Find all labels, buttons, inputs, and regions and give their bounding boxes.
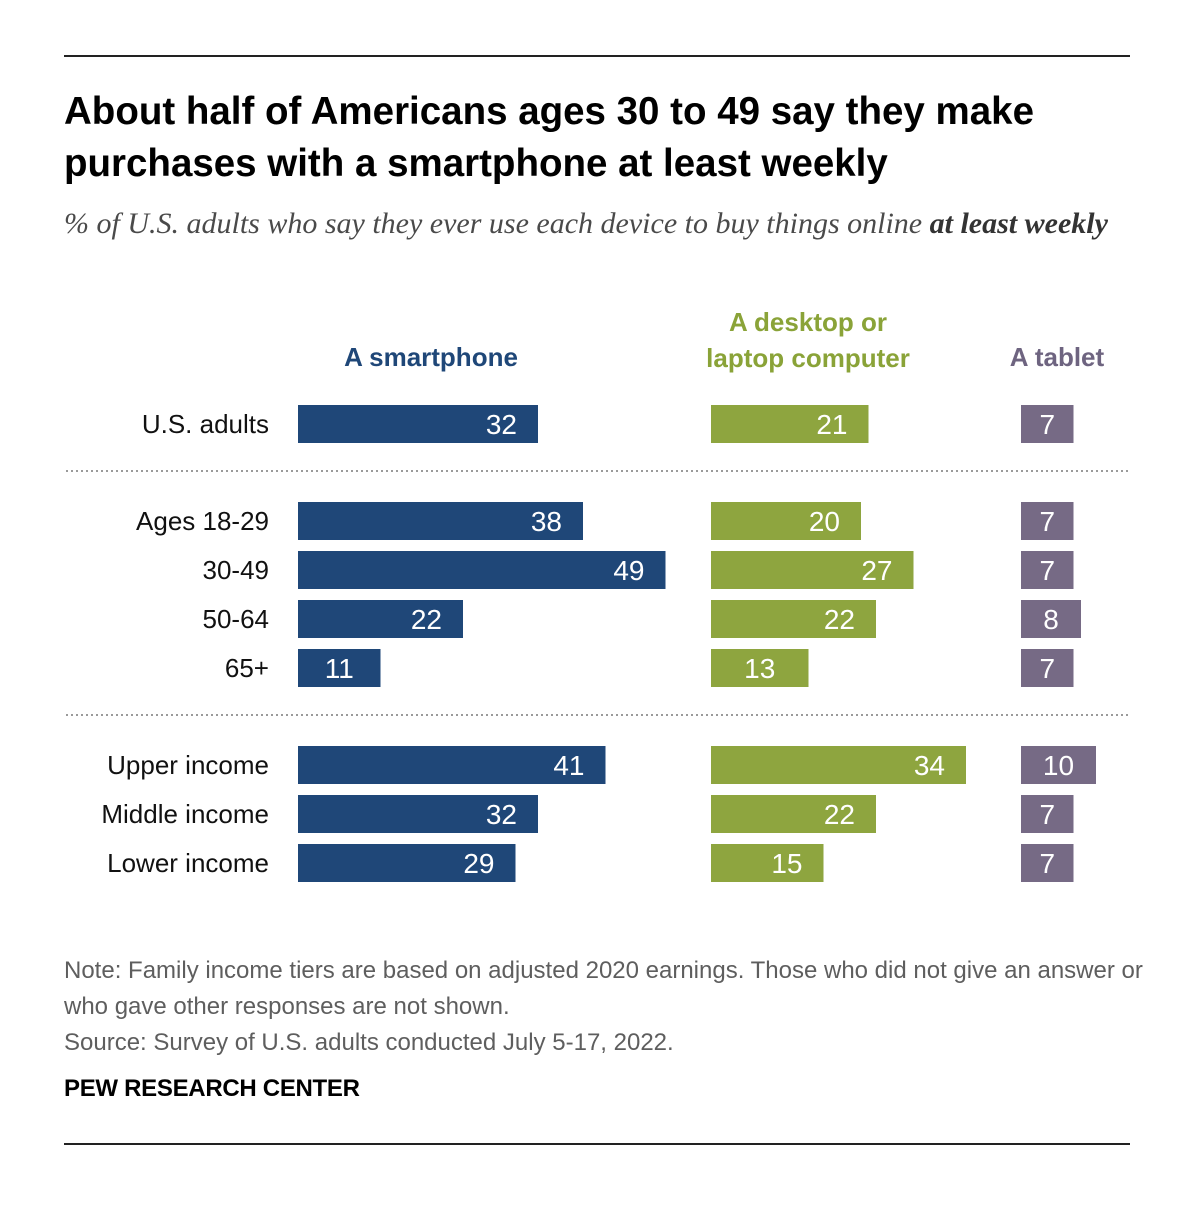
category-label: Upper income (107, 750, 269, 780)
data-label-smartphone: 29 (463, 848, 494, 879)
bar-smartphone (298, 649, 381, 687)
top-rule (64, 55, 1130, 57)
bar-smartphone (298, 795, 538, 833)
data-label-desktop: 20 (809, 506, 840, 537)
data-label-tablet: 7 (1039, 555, 1055, 586)
chart-note: Note: Family income tiers are based on a… (64, 957, 1143, 1020)
bar-desktop (711, 746, 966, 784)
data-label-tablet: 8 (1043, 604, 1059, 635)
bar-desktop (711, 551, 914, 589)
bar-smartphone (298, 844, 516, 882)
data-label-tablet: 10 (1043, 750, 1074, 781)
category-label: 30-49 (203, 555, 270, 585)
bar-desktop (711, 795, 876, 833)
bar-desktop (711, 502, 861, 540)
bar-tablet (1021, 600, 1081, 638)
bar-chart: A smartphone A desktop or laptop computer A… (66, 307, 1128, 882)
bar-tablet (1021, 844, 1074, 882)
data-label-desktop: 21 (816, 409, 847, 440)
bar-tablet (1021, 649, 1074, 687)
subtitle-text: % of U.S. adults who say they ever use e… (64, 207, 930, 240)
bar-desktop (711, 405, 869, 443)
category-label: Middle income (101, 799, 269, 829)
data-label-tablet: 7 (1039, 799, 1055, 830)
data-label-desktop: 22 (824, 799, 855, 830)
bar-tablet (1021, 551, 1074, 589)
bar-tablet (1021, 746, 1096, 784)
data-label-tablet: 7 (1039, 848, 1055, 879)
bar-smartphone (298, 502, 583, 540)
brand-logo: PEW RESEARCH CENTER (64, 1075, 360, 1102)
category-label: 65+ (225, 653, 269, 683)
chart-subtitle: % of U.S. adults who say they ever use e… (64, 203, 1124, 245)
bar-smartphone (298, 600, 463, 638)
bottom-rule (64, 1143, 1130, 1145)
bar-desktop (711, 600, 876, 638)
data-label-smartphone: 49 (613, 555, 644, 586)
bar-tablet (1021, 795, 1074, 833)
subtitle-emphasis: at least weekly (929, 207, 1108, 240)
data-label-tablet: 7 (1039, 409, 1055, 440)
data-label-tablet: 7 (1039, 653, 1055, 684)
data-label-desktop: 22 (824, 604, 855, 635)
chart-source: Source: Survey of U.S. adults conducted … (64, 1029, 674, 1056)
data-label-smartphone: 38 (531, 506, 562, 537)
data-label-desktop: 13 (744, 653, 775, 684)
series-header-tablet: A tablet (1010, 342, 1105, 372)
bar-tablet (1021, 405, 1074, 443)
chart-title: About half of Americans ages 30 to 49 sa… (64, 90, 1034, 185)
category-label: 50-64 (203, 604, 270, 634)
bar-desktop (711, 649, 809, 687)
data-label-desktop: 27 (861, 555, 892, 586)
bar-smartphone (298, 746, 606, 784)
data-label-smartphone: 22 (411, 604, 442, 635)
data-label-smartphone: 32 (486, 799, 517, 830)
data-label-desktop: 34 (914, 750, 945, 781)
series-header-desktop: A desktop or (729, 307, 887, 337)
bar-smartphone (298, 551, 666, 589)
series-header-desktop: laptop computer (706, 343, 910, 373)
data-label-smartphone: 32 (486, 409, 517, 440)
data-label-desktop: 15 (771, 848, 802, 879)
category-label: Lower income (107, 848, 269, 878)
category-label: U.S. adults (142, 409, 269, 439)
bar-desktop (711, 844, 824, 882)
data-label-smartphone: 11 (325, 653, 354, 684)
data-label-smartphone: 41 (553, 750, 584, 781)
category-label: Ages 18-29 (136, 506, 269, 536)
bar-tablet (1021, 502, 1074, 540)
bar-smartphone (298, 405, 538, 443)
series-header-smartphone: A smartphone (344, 342, 518, 372)
data-label-tablet: 7 (1039, 506, 1055, 537)
